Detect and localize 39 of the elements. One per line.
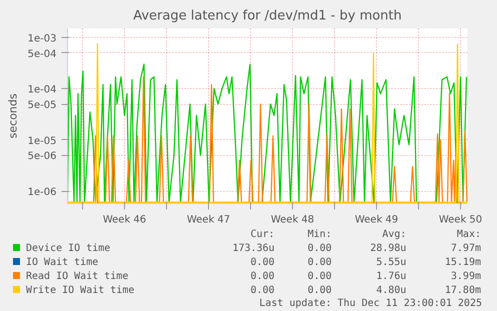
text: 0.00: [250, 270, 276, 284]
text: 5.55u: [375, 256, 408, 270]
y-axis-title: seconds: [6, 93, 20, 138]
legend-label: IO Wait time: [25, 256, 100, 270]
x-tick-label: Week 48: [270, 214, 314, 226]
legend-label: Read IO Wait time: [25, 270, 130, 284]
text: 0.00: [250, 256, 276, 270]
text: 0.00: [306, 256, 333, 270]
text: 0.00: [306, 242, 333, 256]
x-tick-label: Week 47: [186, 214, 230, 226]
text: 28.98u: [369, 242, 408, 256]
y-tick-label: 1e-03: [28, 34, 57, 45]
text: 173.36u: [231, 242, 276, 256]
text: Avg:: [381, 228, 408, 242]
x-tick-label: Week 46: [102, 214, 146, 226]
legend-label: Write IO Wait time: [25, 284, 136, 298]
text: 0.00: [306, 270, 333, 284]
text: 17.80m: [444, 284, 482, 298]
legend-label: Device IO time: [25, 242, 112, 256]
y-tick-label: 5e-06: [28, 151, 57, 162]
text: 0.00: [250, 284, 276, 298]
text: Last update: Thu Dec 11 23:00:01 2025: [258, 298, 482, 310]
y-tick-label: 5e-05: [28, 100, 57, 112]
y-tick-label: 1e-06: [28, 187, 57, 198]
text: 4.80u: [375, 284, 408, 298]
text: Min:: [306, 228, 333, 242]
y-tick-label: 1e-05: [28, 136, 57, 147]
y-tick-label: 1e-04: [28, 84, 57, 96]
text: 0.00: [306, 284, 333, 298]
text: Max:: [456, 228, 482, 242]
text: 1.76u: [375, 270, 408, 284]
chart-title: Average latency for /dev/md1 - by month: [133, 8, 402, 24]
x-tick-label: Week 49: [354, 214, 398, 226]
text: Cur:: [250, 228, 276, 242]
text: 3.99m: [450, 270, 482, 284]
x-tick-label: Week 50: [438, 214, 482, 226]
y-tick-label: 5e-04: [28, 48, 57, 60]
text: 7.97m: [450, 242, 482, 256]
text: 15.19m: [444, 256, 482, 270]
